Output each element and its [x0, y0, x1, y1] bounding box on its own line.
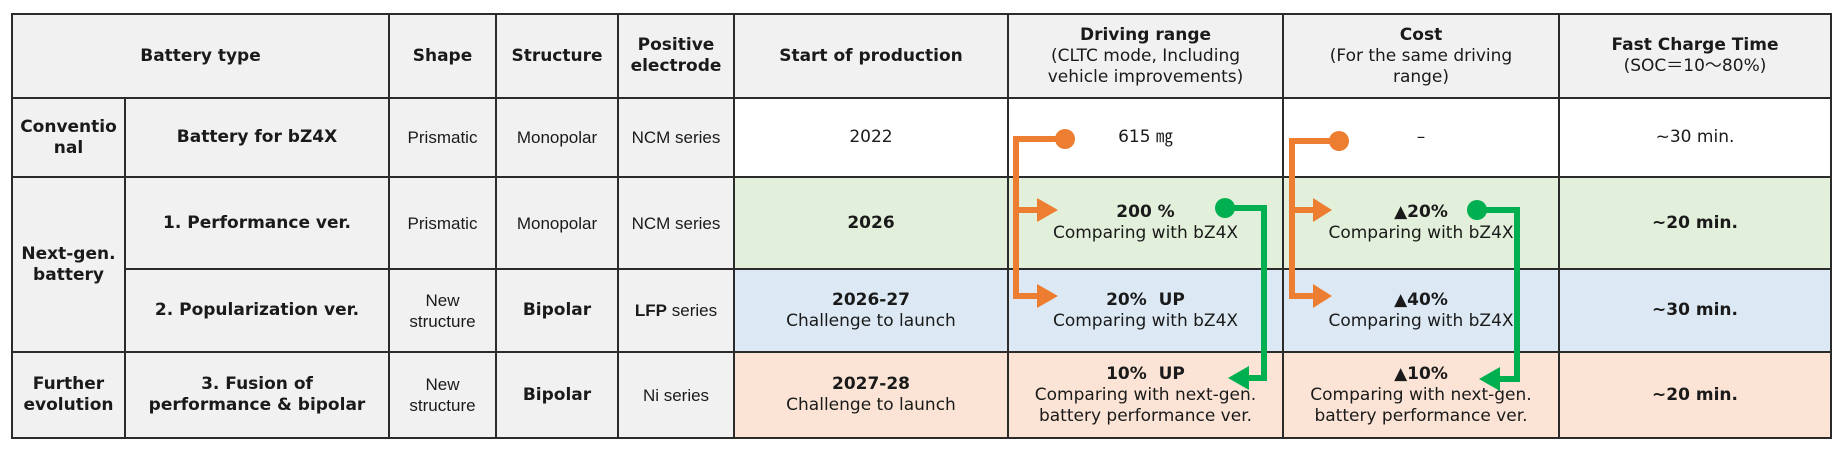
range-cell: 200 % Comparing with bZ4X [1007, 176, 1284, 270]
header-cost-sub1: (For the same driving [1329, 45, 1513, 66]
charge-cell: ~30 min. [1558, 268, 1832, 353]
electrode-bold: LFP [634, 301, 668, 320]
group-further-line2: evolution [23, 395, 114, 415]
group-next-gen-line1: Next-gen. [21, 243, 116, 264]
start-cell: 2027-28 Challenge to launch [733, 351, 1009, 439]
cost-value: ▲40% [1394, 289, 1448, 310]
cost-cell: – [1282, 97, 1560, 178]
shape-cell: Prismatic [388, 97, 497, 178]
header-battery-type: Battery type [11, 13, 390, 99]
battery-name: 1. Performance ver. [124, 176, 390, 270]
range-note-line2: battery performance ver. [1038, 405, 1253, 426]
range-value: 200 % [1116, 202, 1175, 222]
battery-name-line1: 3. Fusion of [201, 374, 313, 394]
range-value: 10% UP [1106, 363, 1185, 384]
header-positive-electrode-line1: Positive [637, 35, 715, 55]
table-row: Next-gen. battery 1. Performance ver. Pr… [11, 176, 1832, 353]
cost-note-line1: Comparing with next-gen. [1310, 384, 1532, 405]
header-positive-electrode: Positive electrode [617, 13, 735, 99]
cost-note: Comparing with bZ4X [1328, 223, 1514, 243]
range-cell: 10% UP Comparing with next-gen. battery … [1007, 351, 1284, 439]
shape-cell: Prismatic [388, 176, 497, 270]
group-further-line1: Further [32, 374, 105, 394]
cost-note-line2: battery performance ver. [1314, 405, 1528, 426]
shape-cell: New structure [388, 268, 497, 353]
cost-value: – [1416, 127, 1426, 147]
range-note-line1: Comparing with next-gen. [1034, 384, 1257, 405]
group-next-gen: Next-gen. battery [11, 176, 126, 353]
header-row: Battery type Shape Structure Positive el… [11, 13, 1832, 99]
shape-line1: New [425, 290, 460, 310]
charge-cell: ~20 min. [1558, 176, 1832, 270]
header-fast-charge-sub: (SOC＝10～80%) [1623, 56, 1767, 76]
structure-cell: Bipolar [495, 268, 619, 353]
battery-name: 3. Fusion of performance & bipolar [124, 351, 390, 439]
cost-cell: ▲10% Comparing with next-gen. battery pe… [1282, 351, 1560, 439]
battery-name: Battery for bZ4X [124, 97, 390, 178]
cost-value: ▲20% [1394, 202, 1448, 222]
start-note: Challenge to launch [786, 395, 956, 415]
battery-name-line2: performance & bipolar [148, 395, 366, 415]
group-further-evolution: Further evolution [11, 351, 126, 439]
structure-cell: Monopolar [495, 97, 619, 178]
header-driving-range-sub1: (CLTC mode, Including [1050, 45, 1241, 66]
header-shape: Shape [388, 13, 497, 99]
shape-cell: New structure [388, 351, 497, 439]
battery-roadmap-table: Battery type Shape Structure Positive el… [11, 13, 1832, 439]
header-fast-charge-title: Fast Charge Time [1611, 35, 1779, 55]
start-cell: 2022 [733, 97, 1009, 178]
header-fast-charge: Fast Charge Time (SOC＝10～80%) [1558, 13, 1832, 99]
header-driving-range-sub2: vehicle improvements) [1047, 66, 1244, 87]
range-value: 20% UP [1106, 289, 1185, 310]
start-cell: 2026-27 Challenge to launch [733, 268, 1009, 353]
battery-name: 2. Popularization ver. [124, 268, 390, 353]
header-structure: Structure [495, 13, 619, 99]
group-conventional-line2: nal [53, 137, 84, 158]
cost-value: ▲10% [1394, 363, 1448, 384]
range-value: 615 ㎎ [1118, 127, 1173, 147]
header-driving-range: Driving range (CLTC mode, Including vehi… [1007, 13, 1284, 99]
range-note: Comparing with bZ4X [1052, 223, 1239, 243]
header-positive-electrode-line2: electrode [630, 56, 722, 76]
start-note: Challenge to launch [786, 310, 956, 331]
group-conventional-line1: Conventio [20, 116, 117, 137]
table-row: Further evolution 3. Fusion of performan… [11, 351, 1832, 439]
range-cell: 615 ㎎ [1007, 97, 1284, 178]
shape-line2: structure [409, 311, 476, 331]
table-row: Conventio nal Battery for bZ4X Prismatic… [11, 97, 1832, 178]
start-value: 2027-28 [831, 374, 911, 394]
start-cell: 2026 [733, 176, 1009, 270]
structure-cell: Monopolar [495, 176, 619, 270]
header-cost-title: Cost [1399, 24, 1443, 45]
header-driving-range-title: Driving range [1079, 24, 1212, 45]
electrode-rest: series [667, 301, 718, 320]
table-row: 2. Popularization ver. New structure Bip… [12, 268, 1832, 353]
group-conventional: Conventio nal [11, 97, 126, 178]
start-value: 2026-27 [831, 289, 911, 310]
charge-cell: ~20 min. [1558, 351, 1832, 439]
header-cost-sub2: range) [1392, 66, 1450, 87]
group-next-gen-line2: battery [33, 264, 104, 285]
cost-cell: ▲20% Comparing with bZ4X [1282, 176, 1560, 270]
range-cell: 20% UP Comparing with bZ4X [1007, 268, 1284, 353]
header-start-of-production: Start of production [733, 13, 1009, 99]
electrode-cell: Ni series [617, 351, 735, 439]
shape-line1: New [425, 375, 460, 394]
structure-cell: Bipolar [495, 351, 619, 439]
range-note: Comparing with bZ4X [1052, 310, 1239, 331]
cost-note: Comparing with bZ4X [1328, 310, 1514, 331]
cost-cell: ▲40% Comparing with bZ4X [1282, 268, 1560, 353]
electrode-cell: NCM series [617, 97, 735, 178]
charge-cell: ~30 min. [1558, 97, 1832, 178]
header-cost: Cost (For the same driving range) [1282, 13, 1560, 99]
electrode-cell: NCM series [617, 176, 735, 270]
shape-line2: structure [409, 396, 476, 415]
electrode-cell: LFP series [617, 268, 735, 353]
